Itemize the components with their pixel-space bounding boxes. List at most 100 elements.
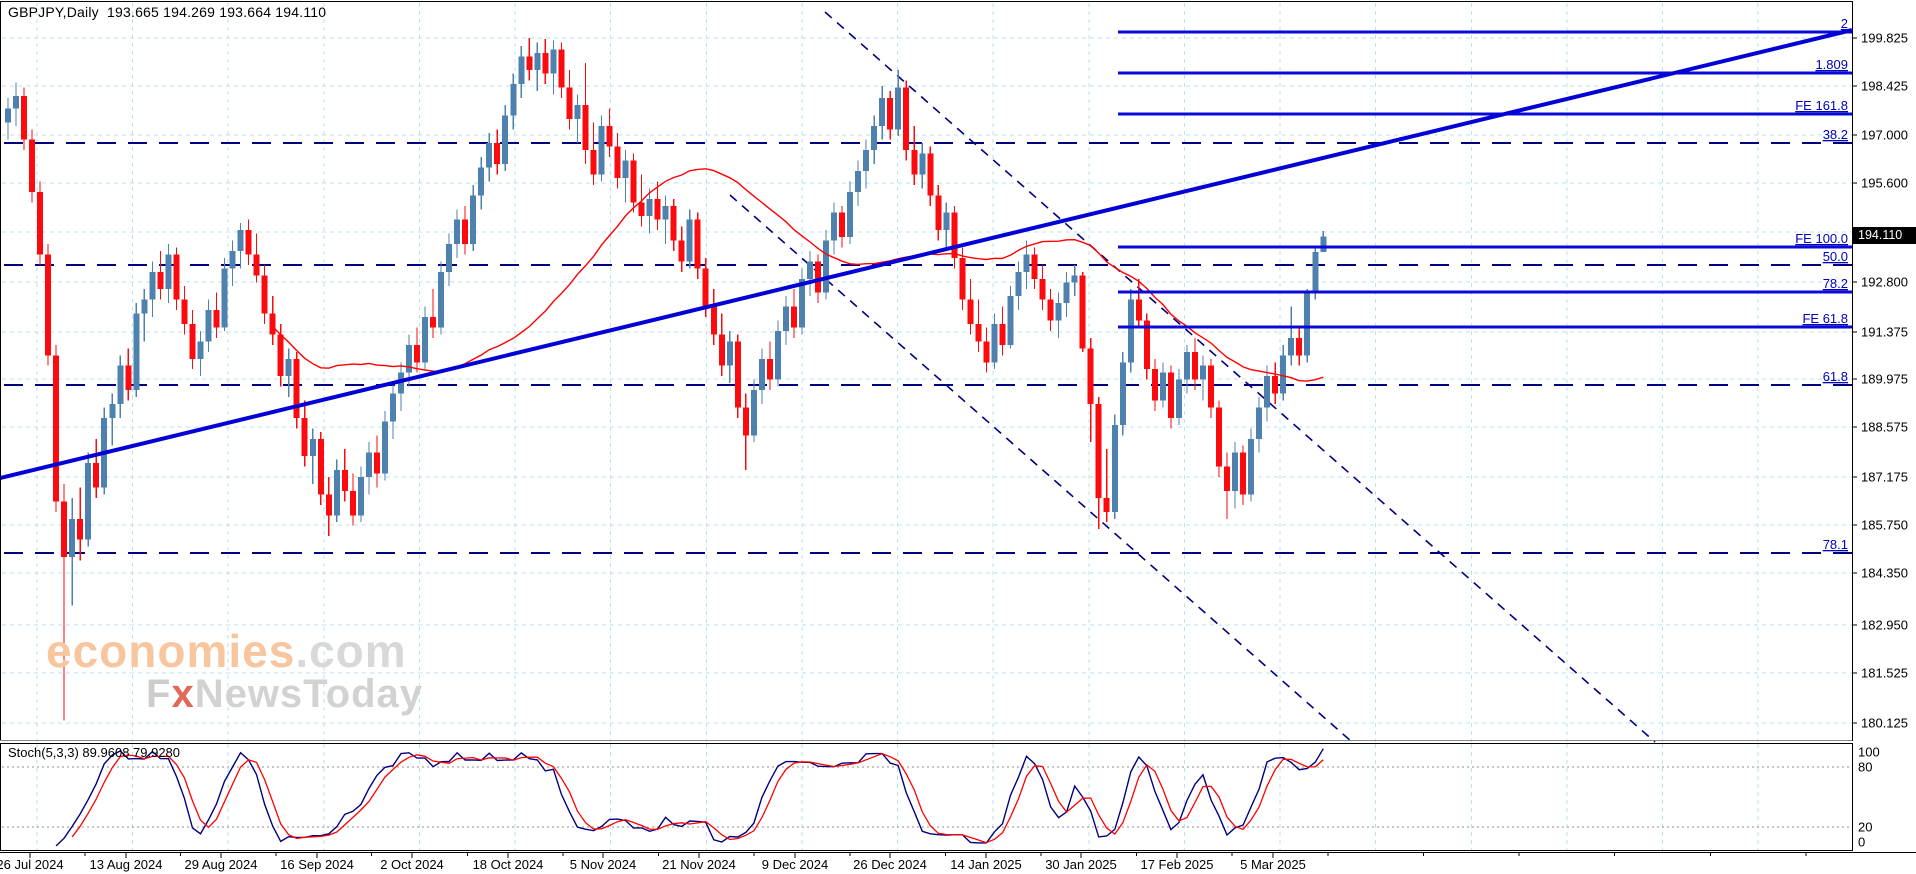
candle-body <box>77 518 84 540</box>
stoch-tick-label: 0 <box>1858 835 1865 850</box>
candle-body <box>542 52 549 74</box>
candle-body <box>1167 372 1174 418</box>
fib-level-label: 1.809 <box>1815 57 1848 72</box>
candle-body <box>574 104 581 119</box>
candle-body <box>726 341 733 366</box>
channel-dashed-line <box>824 11 1656 743</box>
candle-body <box>1055 303 1062 321</box>
fib-expansion-lines[interactable] <box>1118 30 1852 329</box>
candle-body <box>125 365 132 391</box>
price-tick-label: 192.800 <box>1861 275 1908 290</box>
date-tick-label: 16 Sep 2024 <box>280 857 354 872</box>
candle-body <box>373 452 380 474</box>
descending-channel-lines[interactable] <box>729 11 1656 743</box>
candle-body <box>935 195 942 231</box>
candle-body <box>205 310 212 342</box>
axis-labels: 2 1.809 FE 161.8 FE 100.0 78.2 FE 61.8 38.2 50.… <box>0 16 1908 872</box>
candle-body <box>774 330 781 380</box>
candle-body <box>534 52 541 71</box>
candle-body <box>1007 296 1014 345</box>
ma-line <box>272 168 1324 382</box>
candle-body <box>1208 365 1214 408</box>
price-tick-label: 180.125 <box>1861 716 1908 731</box>
price-tick-label: 182.950 <box>1861 618 1908 633</box>
candle-body <box>1183 351 1190 380</box>
candle-body <box>109 403 116 418</box>
candle-body <box>1151 369 1158 401</box>
candle-body <box>590 150 597 175</box>
candle-body <box>1103 497 1110 512</box>
candle-body <box>943 212 950 231</box>
candle-body <box>117 365 124 404</box>
candle-body <box>1095 403 1102 498</box>
candle-body <box>807 261 813 279</box>
candle-body <box>1296 337 1303 356</box>
candle-body <box>895 87 902 130</box>
candle-body <box>285 358 292 377</box>
stoch-k-line <box>55 748 1324 847</box>
candle-body <box>397 372 404 394</box>
candle-body <box>911 150 918 175</box>
candle-body <box>29 139 36 192</box>
candle-body <box>478 167 485 196</box>
candle-body <box>45 254 52 356</box>
channel-dashed-line <box>729 194 1353 743</box>
candle-body <box>1015 271 1022 297</box>
candle-body <box>1119 362 1126 425</box>
candle-body <box>742 407 749 436</box>
candle-body <box>301 417 308 457</box>
candle-body <box>686 219 693 262</box>
price-tick-label: 187.175 <box>1861 470 1908 485</box>
candlestick-series <box>5 37 1327 721</box>
date-tick-label: 21 Nov 2024 <box>662 857 736 872</box>
candle-body <box>229 250 236 269</box>
fib-level-label: 78.2 <box>1823 276 1848 291</box>
date-tick-label: 17 Feb 2025 <box>1140 857 1213 872</box>
candle-body <box>847 191 854 238</box>
candle-body <box>277 334 284 377</box>
candle-body <box>365 452 372 478</box>
candle-body <box>85 463 92 540</box>
candle-body <box>430 317 437 328</box>
trendline <box>0 28 1853 480</box>
candle-body <box>462 219 469 245</box>
price-tick-label: 189.975 <box>1861 372 1908 387</box>
candle-body <box>1272 376 1279 394</box>
price-tick-label: 184.350 <box>1861 566 1908 581</box>
current-price-badge: 194.110 <box>1853 227 1916 244</box>
candle-body <box>1320 236 1327 253</box>
candle-body <box>13 96 20 109</box>
fib-level-label: 38.2 <box>1823 127 1848 142</box>
candle-body <box>446 244 453 272</box>
candle-body <box>999 324 1006 345</box>
candle-body <box>1216 407 1223 467</box>
candle-body <box>887 97 894 130</box>
candle-body <box>157 271 164 290</box>
stoch-tick-label: 20 <box>1858 820 1872 835</box>
candle-body <box>381 421 388 474</box>
candle-body <box>839 212 846 238</box>
candle-body <box>967 299 974 325</box>
candle-body <box>550 49 557 74</box>
candle-body <box>975 324 982 342</box>
candle-body <box>863 150 870 172</box>
candle-body <box>1039 278 1046 300</box>
candle-body <box>253 254 260 276</box>
candle-body <box>670 205 677 241</box>
candle-body <box>855 171 862 192</box>
candle-body <box>1248 438 1255 495</box>
candle-body <box>702 268 709 307</box>
uptrend-line[interactable] <box>0 28 1853 480</box>
candle-body <box>349 490 356 516</box>
date-tick-label: 5 Mar 2025 <box>1240 857 1306 872</box>
candle-body <box>422 317 429 363</box>
fib-level-label: 61.8 <box>1823 369 1848 384</box>
date-tick-label: 30 Jan 2025 <box>1045 857 1117 872</box>
price-tick-label: 181.525 <box>1861 666 1908 681</box>
candle-body <box>606 125 613 147</box>
fib-level-label: 50.0 <box>1823 249 1848 264</box>
candle-body <box>815 261 822 293</box>
date-tick-label: 29 Aug 2024 <box>184 857 257 872</box>
